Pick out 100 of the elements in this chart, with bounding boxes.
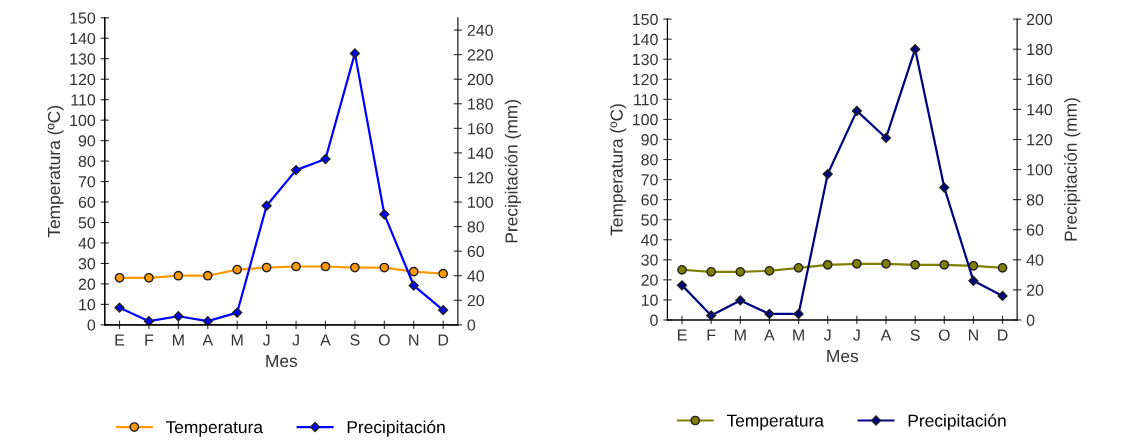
y-axis-title: Temperatura (ºC) (47, 106, 64, 238)
x-tick-label: A (764, 329, 775, 341)
y2-tick-label: 160 (468, 122, 493, 135)
point (261, 200, 272, 211)
x-tick-label: D (438, 334, 449, 346)
x-tick-label: M (734, 329, 746, 341)
y-tick-label: 110 (71, 94, 96, 106)
y2-tick-label: 20 (1026, 284, 1044, 296)
y-tick-label: 130 (633, 53, 658, 66)
point (232, 264, 243, 275)
y-tick-label: 70 (78, 176, 96, 188)
y2-tick-label: 200 (1026, 13, 1053, 26)
y-tick-label: 60 (78, 196, 96, 208)
point (290, 164, 302, 176)
point (320, 261, 331, 272)
point (851, 258, 862, 269)
x-tick-label: J (292, 334, 299, 346)
y2-tick-label: 120 (1027, 134, 1053, 146)
point (143, 316, 155, 325)
y-tick-label: 40 (78, 237, 96, 249)
y2-tick-label: 20 (467, 294, 485, 307)
point (793, 262, 804, 273)
point (379, 262, 390, 273)
y-tick-label: 10 (79, 299, 96, 311)
point (173, 270, 184, 281)
point (144, 272, 154, 283)
point (880, 132, 892, 144)
y-tick-label: 50 (78, 217, 96, 229)
point (291, 261, 301, 272)
point (706, 266, 717, 277)
x-tick-label: S (350, 334, 360, 346)
point (939, 259, 950, 270)
y-tick-label: 20 (78, 278, 96, 290)
x-tick-label: D (998, 329, 1008, 341)
y-axis-title: Temperatura (ºC) (610, 104, 627, 236)
point (202, 316, 213, 325)
x-axis-title: Mes (266, 354, 298, 368)
y-tick-label: 30 (641, 254, 658, 266)
y2-axis-title: Precipitación (mm) (1063, 98, 1081, 241)
y2-tick-label: 60 (467, 245, 485, 258)
point (676, 280, 688, 291)
y-tick-label: 50 (641, 214, 658, 226)
point (173, 311, 184, 322)
y2-tick-label: 140 (468, 147, 493, 159)
point (910, 259, 921, 270)
point (851, 105, 862, 116)
point (735, 295, 746, 306)
y2-tick-label: 140 (1027, 104, 1053, 116)
x-tick-label: O (378, 334, 390, 346)
point (706, 310, 717, 320)
point (735, 266, 746, 277)
x-tick-label: M (793, 329, 804, 341)
point (822, 168, 833, 180)
y2-axis-title: Precipitación (mm) (504, 100, 522, 243)
point (349, 48, 361, 59)
x-tick-label: N (409, 334, 419, 346)
y2-tick-label: 160 (1027, 73, 1053, 86)
y2-tick-label: 240 (467, 24, 493, 37)
x-tick-label: J (853, 329, 860, 341)
y2-tick-label: 200 (467, 73, 493, 86)
point (997, 262, 1008, 273)
point (408, 266, 419, 277)
y-tick-label: 40 (641, 234, 658, 246)
point (968, 275, 979, 286)
x-tick-label: S (910, 329, 920, 341)
point (379, 209, 390, 220)
point (438, 304, 449, 316)
y-tick-label: 150 (633, 13, 658, 26)
y-tick-label: 80 (641, 154, 658, 166)
point (408, 280, 419, 291)
point (822, 259, 833, 270)
point (114, 302, 125, 313)
point (968, 260, 979, 271)
y-tick-label: 80 (78, 155, 96, 168)
point (764, 265, 775, 276)
y-tick-label: 0 (650, 314, 658, 326)
point (764, 308, 775, 320)
point (261, 262, 272, 273)
y-tick-label: 90 (641, 134, 658, 146)
y-tick-label: 10 (641, 294, 658, 306)
x-tick-label: N (968, 329, 978, 341)
x-tick-label: E (678, 329, 687, 341)
y2-tick-label: 180 (1027, 43, 1053, 56)
y2-tick-label: 80 (467, 221, 485, 233)
x-tick-label: A (202, 334, 214, 346)
y-tick-label: 150 (70, 12, 96, 24)
legend-label: Precipitación (908, 413, 1006, 431)
y2-tick-label: 220 (467, 49, 493, 61)
y-tick-label: 20 (641, 274, 658, 286)
x-tick-label: A (320, 334, 331, 346)
y-tick-label: 110 (634, 93, 658, 106)
y2-tick-label: 120 (468, 172, 493, 184)
point (350, 262, 360, 273)
x-tick-label: J (262, 334, 270, 346)
y2-tick-label: 0 (467, 319, 476, 331)
y2-tick-label: 40 (1026, 254, 1044, 266)
point (114, 272, 125, 283)
point (793, 308, 804, 320)
y-tick-label: 70 (641, 174, 658, 186)
legend-label: Precipitación (347, 420, 445, 437)
